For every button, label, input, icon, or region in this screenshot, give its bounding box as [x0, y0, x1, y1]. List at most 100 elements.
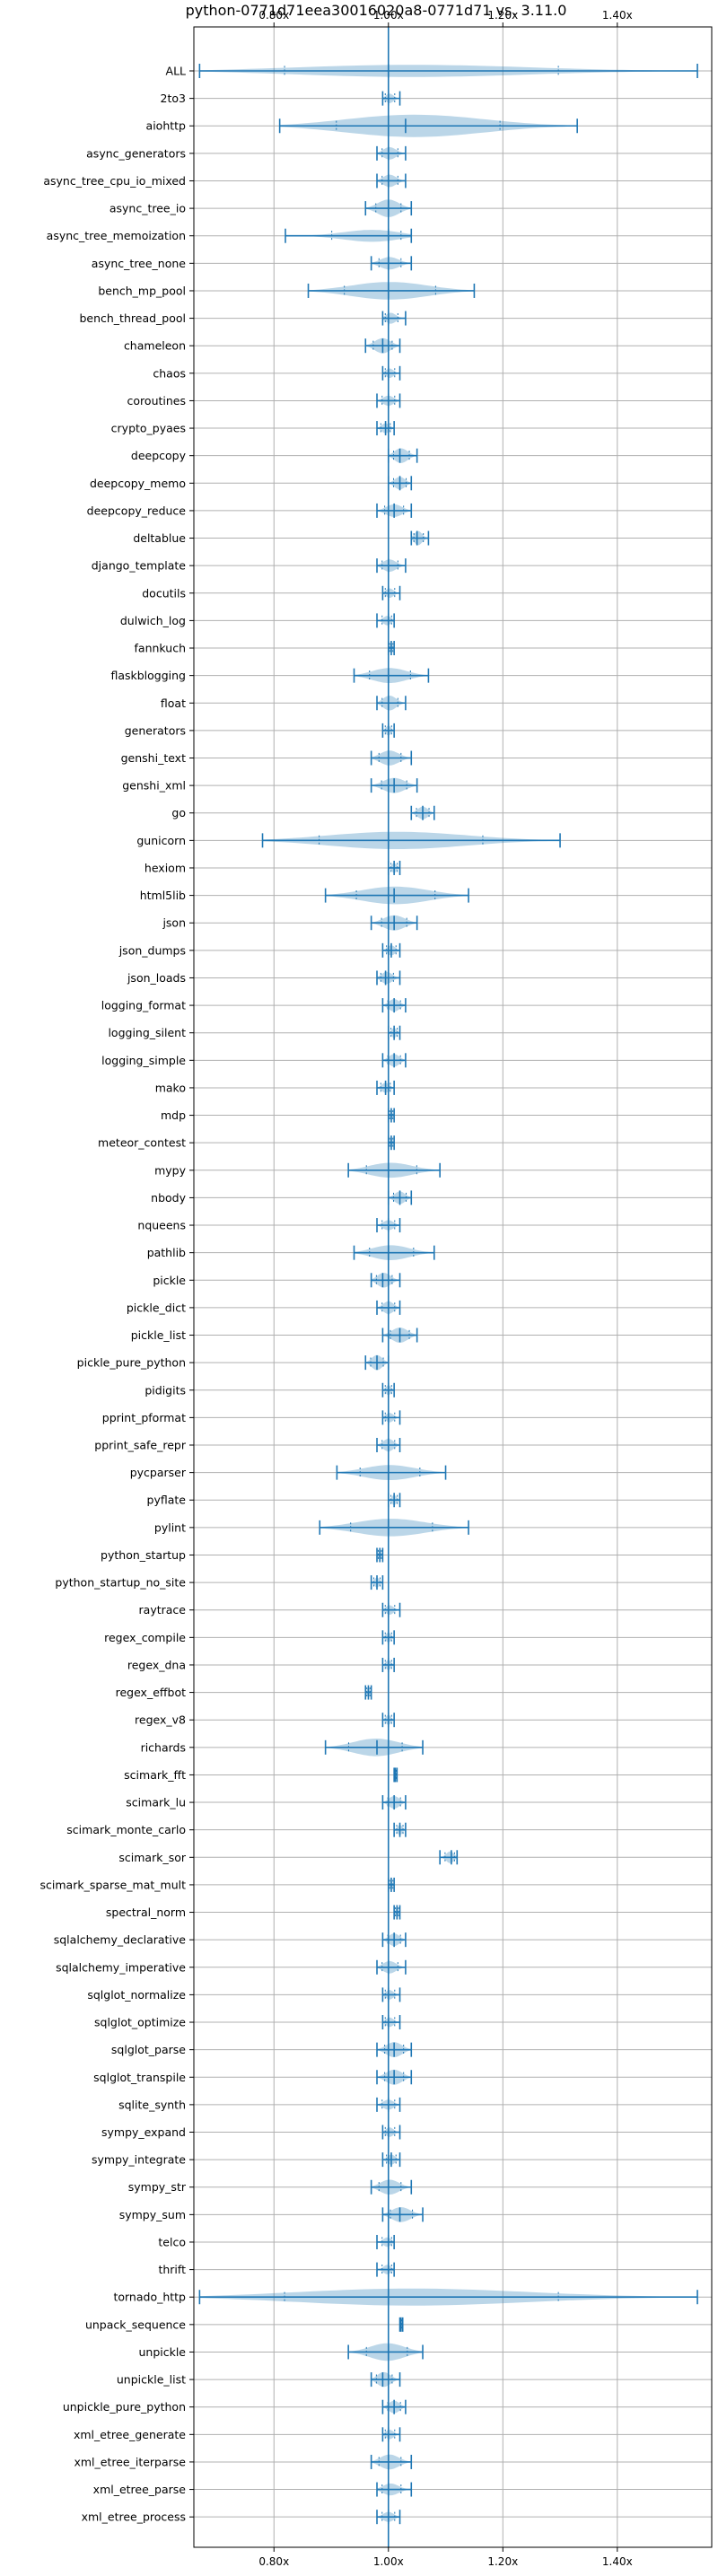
- benchmark-label: logging_format: [101, 999, 186, 1012]
- violin-sqlglot-optimize: [381, 2015, 401, 2030]
- violin-json-dumps: [381, 942, 401, 958]
- benchmark-label: xml_etree_iterparse: [74, 2455, 186, 2468]
- benchmark-label: dulwich_log: [120, 614, 186, 627]
- violin-bench-thread-pool: [381, 311, 407, 326]
- benchmark-label: regex_dna: [127, 1658, 186, 1671]
- violin-scimark-fft: [393, 1767, 398, 1783]
- violin-xml-etree-generate: [381, 2427, 401, 2442]
- benchmark-label: sqlglot_transpile: [93, 2071, 186, 2084]
- violin-python-startup: [376, 1547, 384, 1563]
- benchmark-label: float: [161, 697, 186, 710]
- benchmark-label: unpack_sequence: [85, 2318, 186, 2331]
- violin-fannkuch: [387, 641, 395, 656]
- violin-pickle: [370, 1273, 401, 1288]
- benchmark-label: html5lib: [140, 889, 186, 902]
- benchmark-label: sqlalchemy_declarative: [54, 1933, 187, 1947]
- violin-sympy-sum: [381, 2207, 424, 2222]
- violin-float: [376, 696, 407, 711]
- benchmark-label: async_tree_memoization: [47, 229, 186, 242]
- benchmark-label: regex_effbot: [116, 1686, 186, 1699]
- benchmark-label: sqlglot_optimize: [94, 2016, 186, 2029]
- violin-scimark-sor: [439, 1850, 459, 1865]
- benchmark-label: genshi_text: [121, 751, 186, 765]
- benchmark-label: deepcopy_memo: [90, 477, 186, 490]
- benchmark-label: json: [162, 916, 186, 930]
- grid-layer: [194, 27, 712, 2547]
- violin-pprint-pformat: [381, 1410, 401, 1425]
- benchmark-label: regex_v8: [135, 1713, 186, 1727]
- x-tick-label-bottom: 1.40x: [602, 2555, 633, 2568]
- violin-async-tree-cpu-io-mixed: [376, 173, 407, 188]
- benchmark-label: sqlalchemy_imperative: [56, 1960, 186, 1974]
- benchmark-label: async_tree_io: [109, 202, 186, 215]
- violin-sympy-expand: [381, 2125, 401, 2140]
- benchmark-label: xml_etree_process: [82, 2510, 186, 2524]
- benchmark-label: pickle_pure_python: [77, 1356, 186, 1370]
- benchmark-label: async_generators: [86, 146, 186, 160]
- benchmark-label: pycparser: [130, 1466, 187, 1479]
- violin-regex-effbot: [364, 1685, 372, 1700]
- benchmark-label: logging_silent: [108, 1026, 186, 1039]
- violin-async-generators: [376, 145, 407, 161]
- benchmark-label: richards: [141, 1740, 186, 1754]
- x-tick-label-top: 1.40x: [602, 9, 633, 22]
- violin-pyflate: [387, 1493, 401, 1508]
- violin-aiohttp: [278, 114, 578, 137]
- benchmark-label: json_dumps: [118, 943, 186, 957]
- violin-unpickle: [347, 2343, 424, 2361]
- benchmark-label: sympy_sum: [119, 2208, 186, 2221]
- benchmark-label: sqlite_synth: [118, 2098, 186, 2111]
- benchmark-label: mako: [155, 1081, 186, 1094]
- benchmark-label: scimark_sor: [118, 1851, 186, 1864]
- benchmark-label: unpickle_list: [117, 2373, 186, 2387]
- benchmark-label: meteor_contest: [98, 1136, 186, 1150]
- violin-sqlalchemy-imperative: [376, 1959, 407, 1975]
- benchmark-label: pickle: [153, 1274, 186, 1287]
- category-labels: ALL 2to3 aiohttp async_generators async_tree…: [40, 65, 187, 2524]
- benchmark-label: docutils: [142, 586, 186, 600]
- violin-gunicorn: [261, 831, 561, 849]
- benchmark-label: pyflate: [147, 1494, 187, 1507]
- violin-genshi-xml: [370, 777, 418, 793]
- violin-sqlglot-transpile: [376, 2069, 413, 2085]
- plot-frame: [193, 26, 713, 2548]
- benchmark-label: flaskblogging: [110, 669, 186, 682]
- benchmark-label: sympy_integrate: [92, 2153, 186, 2167]
- benchmark-label: bench_thread_pool: [79, 311, 186, 325]
- violin-genshi-text: [370, 750, 413, 766]
- violin-scimark-sparse-mat-mult: [387, 1877, 395, 1892]
- violin-json: [370, 915, 418, 931]
- benchmark-label: pprint_pformat: [102, 1411, 186, 1424]
- benchmark-label: scimark_sparse_mat_mult: [40, 1878, 187, 1891]
- violin-logging-simple: [381, 1053, 407, 1068]
- benchmark-label: unpickle: [138, 2345, 186, 2359]
- violin-docutils: [381, 585, 401, 600]
- violin-async-tree-memoization: [285, 228, 413, 243]
- benchmark-label: deltablue: [133, 531, 186, 545]
- violin-chameleon: [364, 337, 401, 354]
- benchmark-label: pickle_list: [131, 1328, 186, 1342]
- benchmark-label: logging_simple: [101, 1054, 186, 1067]
- benchmark-label: coroutines: [127, 394, 186, 407]
- benchmark-label: async_tree_none: [92, 257, 187, 270]
- benchmark-label: sqlglot_parse: [111, 2043, 186, 2056]
- benchmark-label: raytrace: [139, 1603, 187, 1617]
- violin-nbody: [387, 1190, 413, 1205]
- benchmark-label: 2to3: [161, 92, 186, 105]
- x-tick-label-top: 1.20x: [487, 9, 518, 22]
- violin-mdp: [387, 1108, 395, 1123]
- benchmark-label: sympy_str: [128, 2180, 187, 2194]
- benchmark-label: tornado_http: [113, 2291, 186, 2304]
- benchmark-label: xml_etree_parse: [93, 2483, 187, 2496]
- violin-sqlalchemy-declarative: [381, 1932, 407, 1948]
- violin-raytrace: [381, 1602, 401, 1617]
- violin-unpack-sequence: [398, 2317, 404, 2332]
- violin-mako: [376, 1080, 395, 1095]
- benchmark-label: pidigits: [144, 1383, 186, 1397]
- ticks-layer: 0.80x 0.80x 1.00x 1.00x 1.20x 1.20x 1.40x 1.40x: [189, 9, 633, 2568]
- violin-sympy-integrate: [381, 2152, 401, 2168]
- violin-deltablue: [410, 530, 430, 546]
- benchmark-label: bench_mp_pool: [98, 284, 186, 297]
- benchmark-label: crypto_pyaes: [111, 422, 186, 435]
